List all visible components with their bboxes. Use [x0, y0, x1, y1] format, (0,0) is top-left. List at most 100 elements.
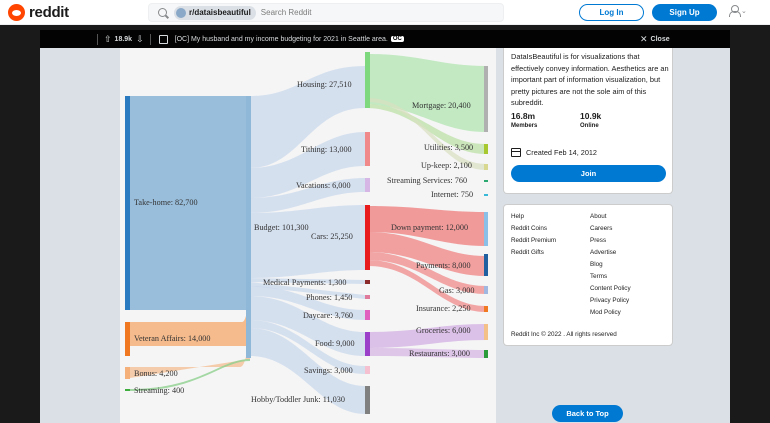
- take-home-label: Take-home: 82,700: [134, 198, 198, 207]
- restaurants-node: [484, 350, 488, 358]
- community-description: DataIsBeautiful is for visualizations th…: [511, 52, 669, 107]
- cars-label: Cars: 25,250: [311, 232, 353, 241]
- footer-link-reddit-coins[interactable]: Reddit Coins: [511, 225, 548, 232]
- upvote-icon[interactable]: ⇧: [104, 33, 112, 44]
- reddit-alien-icon: [8, 4, 25, 21]
- post-overlay-bar: ⇧ 18.9k ⇩ [OC] My husband and my income …: [40, 30, 730, 48]
- footer-link-press[interactable]: Press: [590, 237, 607, 244]
- footer-link-blog[interactable]: Blog: [590, 261, 603, 268]
- streaming-node: [125, 389, 130, 391]
- search-placeholder: Search Reddit: [260, 8, 312, 17]
- post-title[interactable]: [OC] My husband and my income budgeting …: [174, 35, 388, 43]
- restaurants-label: Restaurants: 3,000: [409, 349, 470, 358]
- footer-link-content-policy[interactable]: Content Policy: [590, 285, 631, 292]
- budget-label: Budget: 101,300: [254, 223, 309, 232]
- medical-node: [365, 280, 370, 284]
- image-post-icon: [158, 34, 168, 44]
- subreddit-search-chip[interactable]: r/dataisbeautiful: [174, 5, 256, 20]
- cars-node: [365, 205, 370, 270]
- reddit-logo[interactable]: reddit: [8, 4, 69, 21]
- footer-link-about[interactable]: About: [590, 213, 607, 220]
- insurance-flow: [368, 260, 486, 312]
- veteran-label: Veteran Affairs: 14,000: [134, 334, 211, 343]
- calendar-icon: [511, 148, 521, 157]
- restaurants-flow: [368, 348, 486, 358]
- search-icon: [158, 8, 167, 17]
- vacations-flow: [250, 178, 365, 213]
- gas-node: [484, 286, 488, 294]
- utilities-node: [484, 144, 488, 154]
- food-node: [365, 332, 370, 356]
- logo-text: reddit: [29, 4, 69, 21]
- savings-node: [365, 366, 370, 374]
- upkeep-node: [484, 164, 488, 170]
- down-payment-flow: [368, 206, 486, 246]
- footer-link-reddit-premium[interactable]: Reddit Premium: [511, 237, 557, 244]
- tithing-label: Tithing: 13,000: [301, 145, 352, 154]
- vote-count: 18.9k: [114, 35, 133, 43]
- gas-flow: [368, 252, 486, 294]
- phones-flow: [250, 282, 365, 299]
- veteran-node: [125, 322, 130, 356]
- take-home-node: [125, 96, 130, 310]
- about-community-card: DataIsBeautiful is for visualizations th…: [503, 48, 673, 194]
- divider: [149, 33, 151, 45]
- join-button[interactable]: Join: [511, 165, 666, 182]
- close-icon: ✕: [640, 34, 648, 44]
- insurance-label: Insurance: 2,250: [416, 304, 471, 313]
- internet-node: [484, 194, 488, 196]
- footer-link-help[interactable]: Help: [511, 213, 524, 220]
- user-dropdown[interactable]: ⌄: [729, 5, 747, 17]
- mortgage-flow: [368, 54, 486, 132]
- take-home-flow: [130, 96, 250, 310]
- medical-label: Medical Payments: 1,300: [263, 278, 347, 287]
- bonus-flow: [130, 348, 250, 378]
- footer-link-careers[interactable]: Careers: [590, 225, 613, 232]
- divider: [97, 33, 98, 45]
- gas-label: Gas: 3,000: [439, 286, 475, 295]
- online-label: Online: [580, 123, 599, 129]
- down-payment-label: Down payment: 12,000: [391, 223, 469, 232]
- payments-flow: [368, 232, 486, 276]
- footer-link-advertise[interactable]: Advertise: [590, 249, 617, 256]
- tithing-node: [365, 132, 370, 166]
- footer-link-terms[interactable]: Terms: [590, 273, 608, 280]
- downvote-icon[interactable]: ⇩: [136, 33, 144, 44]
- sign-up-button[interactable]: Sign Up: [652, 4, 717, 21]
- close-button[interactable]: ✕ Close: [640, 34, 670, 45]
- hobby-flow: [250, 328, 365, 414]
- daycare-flow: [250, 286, 365, 320]
- upkeep-label: Up-keep: 2,100: [421, 161, 472, 170]
- back-to-top-button[interactable]: Back to Top: [552, 405, 623, 422]
- members-label: Members: [511, 123, 538, 129]
- down-payment-node: [484, 212, 488, 246]
- streaming-label: Streaming: 400: [134, 386, 185, 395]
- streaming-flow: [130, 359, 250, 391]
- upkeep-flow: [368, 98, 486, 170]
- payments-label: Payments: 8,000: [416, 261, 471, 270]
- mortgage-node: [484, 66, 488, 132]
- copyright-text: Reddit Inc © 2022 . All rights reserved: [511, 331, 617, 338]
- housing-flow: [250, 66, 365, 168]
- log-in-button[interactable]: Log In: [579, 4, 644, 21]
- members-count: 16.8m: [511, 111, 536, 121]
- footer-link-reddit-gifts[interactable]: Reddit Gifts: [511, 249, 544, 256]
- veteran-flow: [130, 310, 250, 346]
- footer-link-mod-policy[interactable]: Mod Policy: [590, 309, 621, 316]
- search-input[interactable]: r/dataisbeautiful Search Reddit: [148, 3, 504, 22]
- vacations-label: Vacations: 6,000: [296, 181, 351, 190]
- insurance-node: [484, 306, 488, 312]
- subreddit-icon: [176, 7, 186, 18]
- footer-link-privacy-policy[interactable]: Privacy Policy: [590, 297, 630, 304]
- mortgage-label: Mortgage: 20,400: [412, 101, 471, 110]
- streaming-services-node: [484, 180, 488, 182]
- utilities-label: Utilities: 3,500: [424, 143, 474, 152]
- groceries-node: [484, 324, 488, 340]
- sankey-image[interactable]: Take-home: 82,700 Veteran Affairs: 14,00…: [120, 48, 496, 423]
- online-count: 10.9k: [580, 111, 602, 121]
- food-flow: [250, 296, 365, 356]
- payments-node: [484, 254, 488, 276]
- cars-flow: [250, 205, 365, 278]
- phones-node: [365, 295, 370, 299]
- internet-label: Internet: 750: [431, 190, 474, 199]
